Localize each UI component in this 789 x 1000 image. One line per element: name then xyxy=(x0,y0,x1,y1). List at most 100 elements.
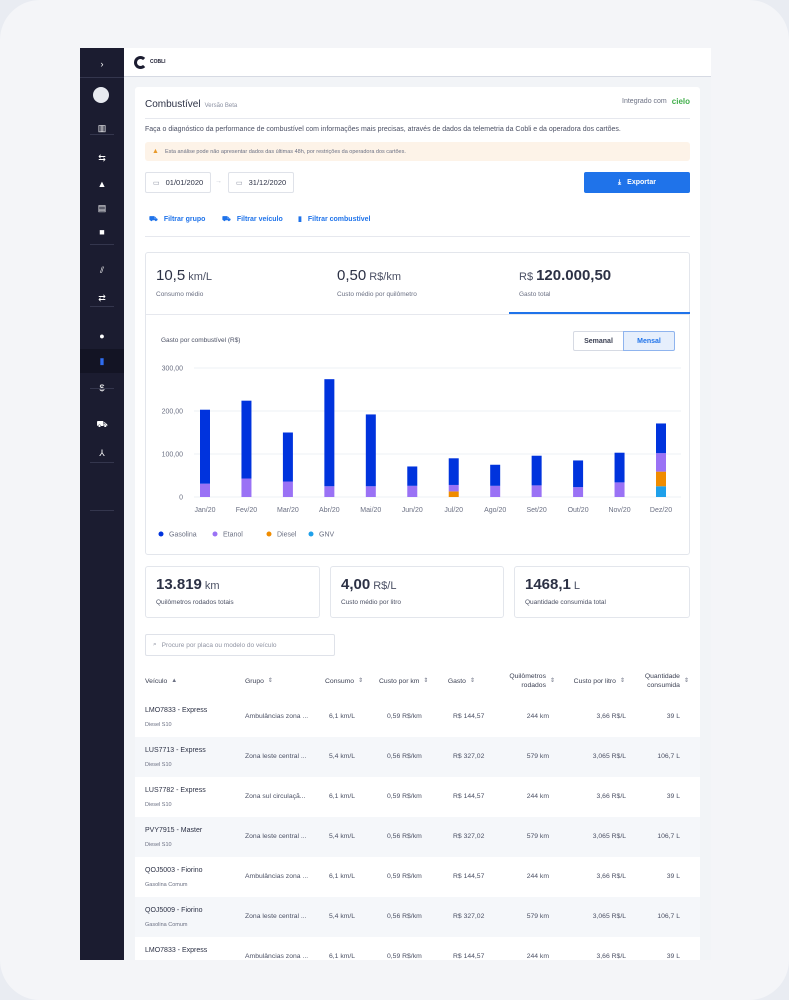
toggle-semanal[interactable]: Semanal xyxy=(573,331,624,351)
network-icon[interactable]: ⅄ xyxy=(99,447,105,458)
chevron-right-icon[interactable]: › xyxy=(100,59,104,69)
cell-cl: 3,66 R$/L xyxy=(596,793,626,800)
bar-etanol[interactable] xyxy=(200,483,210,497)
filter-vehicle-button[interactable]: ⛟ Filtrar veículo xyxy=(222,215,283,224)
bar-gasolina[interactable] xyxy=(200,409,210,484)
cell-qtd: 39 L xyxy=(666,793,680,800)
swap-icon[interactable]: ⇄ xyxy=(98,292,106,303)
video-icon[interactable]: ■ xyxy=(99,227,105,237)
bar-gasolina[interactable] xyxy=(531,455,542,486)
bar-etanol[interactable] xyxy=(448,484,459,492)
column-header[interactable]: Veículo ▲ xyxy=(145,667,177,695)
cell-ckm: 0,56 R$/km xyxy=(387,833,422,840)
stat-km: 13.819 km Quilômetros rodados totais xyxy=(145,566,320,618)
start-date-input[interactable]: ▭ 01/01/2020 xyxy=(145,172,212,193)
road-icon[interactable]: ⫽ xyxy=(99,264,104,275)
column-header[interactable]: Grupo ⇕ xyxy=(245,667,273,695)
kpi-label: Consumo médio xyxy=(156,291,204,298)
bar-gasolina[interactable] xyxy=(656,423,666,454)
bar-diesel[interactable] xyxy=(448,491,459,497)
export-button[interactable]: ⤓ Exportar xyxy=(584,172,690,193)
vehicle-search-input[interactable]: ⌕ Procure por placa ou modelo do veículo xyxy=(145,634,335,656)
bar-etanol[interactable] xyxy=(490,485,501,497)
table-row[interactable]: QOJ5009 - Fiorino Gasolina Comum Zona lest… xyxy=(135,897,700,937)
bar-etanol[interactable] xyxy=(614,482,625,497)
column-header[interactable]: Quilômetros rodados ⇕ xyxy=(495,667,555,695)
column-header[interactable]: Consumo ⇕ xyxy=(325,667,363,695)
avatar[interactable] xyxy=(93,87,109,103)
legend-item[interactable]: GNV xyxy=(319,532,335,539)
sidebar-divider xyxy=(90,388,114,389)
kpi-gasto-total[interactable]: R$ 120.000,50 Gasto total xyxy=(519,267,611,298)
bar-gasolina[interactable] xyxy=(407,466,418,486)
cell-cl: 3,065 R$/L xyxy=(592,913,626,920)
report-icon[interactable]: ▤ xyxy=(97,202,107,213)
bar-gasolina[interactable] xyxy=(324,379,335,487)
bar-etanol[interactable] xyxy=(531,485,542,497)
bar-gasolina[interactable] xyxy=(448,458,459,485)
bar-gasolina[interactable] xyxy=(241,400,252,479)
table-row[interactable]: PVY7915 - Master Diesel S10 Zona leste cen… xyxy=(135,817,700,857)
legend-marker xyxy=(212,531,218,537)
column-header[interactable]: Custo por km ⇕ xyxy=(379,667,428,695)
cell-qtd: 106,7 L xyxy=(657,753,680,760)
legend-item[interactable]: Diesel xyxy=(277,532,297,539)
filter-fuel-button[interactable]: ▮ Filtrar combustível xyxy=(298,215,371,224)
cell-km: 244 km xyxy=(526,713,549,720)
sort-asc-icon: ▲ xyxy=(171,677,178,684)
legend-item[interactable]: Etanol xyxy=(223,532,243,539)
end-date-input[interactable]: ▭ 31/12/2020 xyxy=(228,172,295,193)
vehicle-name[interactable]: QOJ5003 - Fiorino xyxy=(145,867,203,874)
cell-ckm: 0,59 R$/km xyxy=(387,953,422,960)
table-row[interactable]: LMO7833 - Express Ambulâncias zona ... 6,1… xyxy=(135,937,700,960)
column-header[interactable]: Quantidade consumida ⇕ xyxy=(629,667,689,695)
table-row[interactable]: LUS7782 - Express Diesel S10 Zona sul circ… xyxy=(135,777,700,817)
fuel-type: Diesel S10 xyxy=(145,762,172,768)
table-row[interactable]: QOJ5003 - Fiorino Gasolina Comum Ambulânci… xyxy=(135,857,700,897)
toggle-mensal[interactable]: Mensal xyxy=(623,331,675,351)
vehicle-name[interactable]: QOJ5009 - Fiorino xyxy=(145,907,203,914)
bar-etanol[interactable] xyxy=(365,486,376,497)
bar-diesel[interactable] xyxy=(656,471,666,487)
map-icon[interactable]: ▥ xyxy=(97,122,107,133)
bar-gasolina[interactable] xyxy=(573,460,584,488)
column-header[interactable]: Custo por litro ⇕ xyxy=(565,667,625,695)
table-row[interactable]: LMO7833 - Express Diesel S10 Ambulâncias z… xyxy=(135,697,700,737)
bar-gasolina[interactable] xyxy=(614,452,625,483)
header-label: Quilômetros rodados xyxy=(509,673,546,689)
kpi-prefix: R$ xyxy=(519,271,534,283)
vehicle-name[interactable]: LMO7833 - Express xyxy=(145,707,208,714)
vehicle-name[interactable]: LMO7833 - Express xyxy=(145,947,208,954)
header-label: Grupo xyxy=(245,677,264,685)
column-header[interactable]: Gasto ⇕ xyxy=(448,667,475,695)
filter-group-button[interactable]: ⛟ Filtrar grupo xyxy=(149,215,205,224)
bar-etanol[interactable] xyxy=(324,486,335,497)
legend-item[interactable]: Gasolina xyxy=(169,532,197,539)
bar-etanol[interactable] xyxy=(573,487,584,497)
header-label: Veículo xyxy=(145,677,168,685)
kpi-consumo[interactable]: 10,5 km/L Consumo médio xyxy=(156,267,212,298)
bar-gnv[interactable] xyxy=(656,486,666,497)
bar-etanol[interactable] xyxy=(407,485,418,497)
bar-gasolina[interactable] xyxy=(365,414,376,487)
bar-etanol[interactable] xyxy=(656,453,666,472)
kpi-custo-km[interactable]: 0,50 R$/km Custo médio por quilômetro xyxy=(337,267,417,298)
divider xyxy=(145,118,690,119)
globe-settings-icon[interactable]: ● xyxy=(99,331,105,341)
legend-marker xyxy=(266,531,272,537)
bar-etanol[interactable] xyxy=(282,481,293,497)
y-tick-label: 0 xyxy=(179,495,183,502)
bar-gasolina[interactable] xyxy=(282,432,293,482)
cobli-logo[interactable]: COBLI xyxy=(134,55,166,69)
x-tick-label: Jan/20 xyxy=(194,507,215,514)
vehicle-name[interactable]: PVY7915 - Master xyxy=(145,827,203,834)
table-row[interactable]: LUS7713 - Express Diesel S10 Zona leste ce… xyxy=(135,737,700,777)
vehicles-icon[interactable]: ⛟ xyxy=(96,419,108,429)
vehicle-name[interactable]: LUS7713 - Express xyxy=(145,747,206,754)
vehicle-name[interactable]: LUS7782 - Express xyxy=(145,787,206,794)
bar-chart-icon[interactable]: ▮ xyxy=(80,349,124,373)
bar-gasolina[interactable] xyxy=(490,464,501,486)
routes-icon[interactable]: ⇆ xyxy=(98,152,106,163)
bell-icon[interactable]: ▲ xyxy=(97,179,107,189)
bar-etanol[interactable] xyxy=(241,478,252,497)
